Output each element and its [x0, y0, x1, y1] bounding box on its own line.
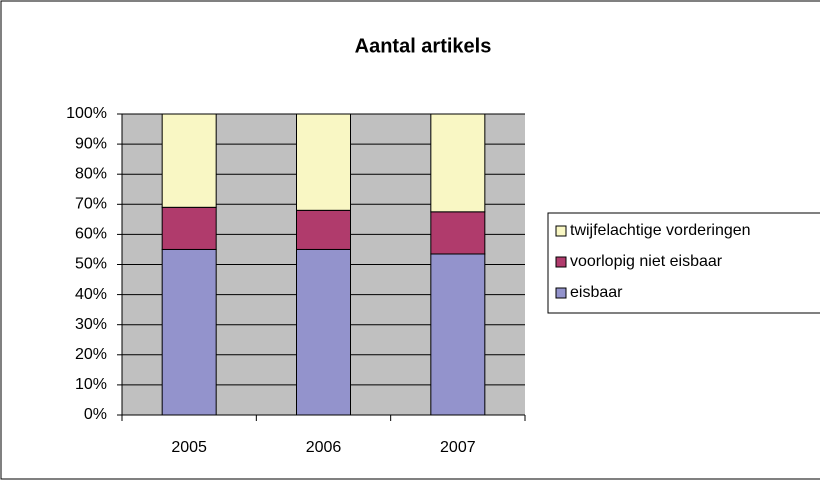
y-tick-label: 20%: [75, 346, 107, 363]
legend-box: [547, 212, 820, 314]
legend-swatch: [555, 256, 567, 268]
bar-segment: [430, 211, 486, 255]
bar-segment: [161, 248, 217, 416]
y-tick-label: 100%: [66, 105, 107, 122]
x-tick-label: 2007: [440, 439, 476, 456]
bar-segment: [430, 253, 486, 416]
bar-segment: [430, 113, 486, 213]
legend-label: twijfelachtige vorderingen: [570, 222, 751, 239]
chart-title: Aantal artikels: [355, 35, 492, 57]
bar-segment: [296, 209, 351, 250]
y-tick-label: 50%: [75, 256, 107, 273]
bar-segment: [296, 113, 351, 211]
y-tick-label: 0%: [84, 406, 107, 423]
y-tick-label: 60%: [75, 226, 107, 243]
y-tick-label: 30%: [75, 316, 107, 333]
bar-segment: [296, 248, 351, 416]
bar-segment: [161, 113, 217, 208]
y-tick-label: 10%: [75, 376, 107, 393]
bar-segment: [161, 206, 217, 250]
y-tick-label: 90%: [75, 135, 107, 152]
y-tick-label: 70%: [75, 196, 107, 213]
x-tick-label: 2005: [171, 439, 207, 456]
y-tick-label: 80%: [75, 165, 107, 182]
x-tick-label: 2006: [306, 439, 342, 456]
legend-label: eisbaar: [570, 284, 623, 301]
legend-label: voorlopig niet eisbaar: [570, 253, 723, 270]
legend-swatch: [555, 287, 567, 299]
y-tick-label: 40%: [75, 286, 107, 303]
legend-swatch: [555, 225, 567, 237]
